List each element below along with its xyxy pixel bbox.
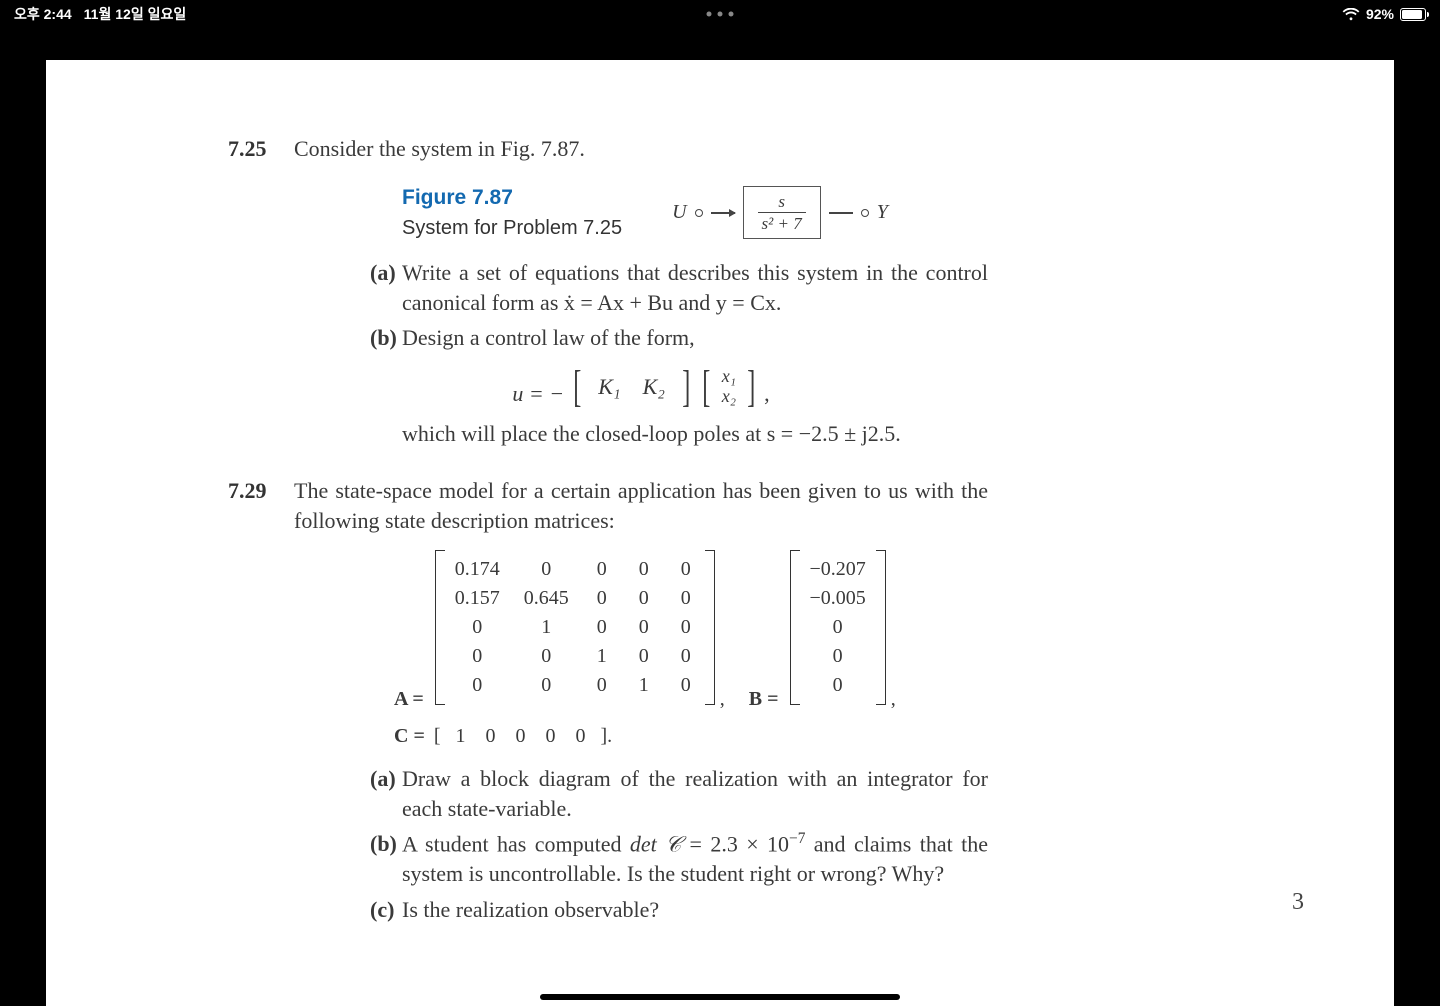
status-time: 오후 2:44	[14, 4, 72, 24]
matrix-cell: 0	[476, 725, 506, 747]
home-indicator[interactable]	[540, 994, 900, 1000]
matrix-cell: 1	[446, 725, 476, 747]
comma: ,	[891, 688, 896, 710]
matrix-cell: 0	[593, 672, 611, 699]
matrix-cell: −0.207	[810, 556, 866, 583]
matrix-cell: 0	[593, 585, 611, 612]
matrix-c: 10000	[446, 725, 596, 747]
matrix-cell: 0	[635, 556, 653, 583]
eq-tail: ,	[764, 381, 770, 406]
figure-7-87: Figure 7.87 System for Problem 7.25 U s …	[402, 184, 988, 242]
wifi-icon	[1342, 8, 1360, 21]
matrix-cell: 0	[677, 556, 695, 583]
matrix-c-label: C =	[394, 725, 425, 747]
matrix-cell: 0	[635, 585, 653, 612]
status-left: 오후 2:44 11월 12일 일요일	[14, 4, 186, 24]
tf-denominator: s² + 7	[758, 212, 806, 232]
control-law-equation: u = − [ K₁ K₂ ] [ x₁ x₂ ]	[294, 367, 988, 409]
part-c-label: (c)	[370, 895, 402, 925]
eq-lhs: u = −	[512, 381, 564, 406]
status-right: 92%	[1342, 6, 1426, 22]
matrix-cell: 0.157	[455, 585, 500, 612]
battery-icon	[1400, 8, 1426, 21]
problem-number: 7.29	[228, 476, 294, 930]
matrix-cell: 0	[810, 643, 866, 670]
problem-intro: The state-space model for a certain appl…	[294, 476, 988, 535]
matrices-row: A = 0.17400000.1570.64500001000001000001…	[394, 550, 988, 713]
problem-7-25: 7.25 Consider the system in Fig. 7.87. F…	[228, 134, 988, 448]
document-page[interactable]: 7.25 Consider the system in Fig. 7.87. F…	[46, 60, 1394, 1006]
part-a-text: Write a set of equations that describes …	[402, 258, 988, 317]
matrix-cell: 0	[455, 672, 500, 699]
part-a-label: (a)	[370, 764, 402, 823]
matrix-cell: 0	[810, 672, 866, 699]
block-diagram: U s s² + 7 Y	[672, 186, 888, 239]
status-bar: 오후 2:44 11월 12일 일요일 92%	[0, 0, 1440, 28]
matrix-cell: 0	[455, 643, 500, 670]
matrix-cell: 1	[593, 643, 611, 670]
matrix-cell: 0	[593, 614, 611, 641]
dot-icon	[729, 12, 734, 17]
matrix-b-label: B =	[749, 688, 779, 710]
matrix-cell: 0	[566, 725, 596, 747]
matrix-a-label: A =	[394, 688, 424, 710]
part-b-label: (b)	[370, 323, 402, 353]
part-b-text: Design a control law of the form,	[402, 323, 988, 353]
matrix-cell: 0	[506, 725, 536, 747]
matrix-cell: 0	[455, 614, 500, 641]
dot-icon	[718, 12, 723, 17]
eq-k1: K₁	[590, 372, 628, 402]
matrix-cell: −0.005	[810, 585, 866, 612]
matrix-cell: 0	[524, 672, 569, 699]
input-label: U	[672, 199, 686, 226]
figure-caption: System for Problem 7.25	[402, 215, 622, 242]
page-number: 3	[1292, 889, 1304, 916]
matrix-cell: 0	[677, 643, 695, 670]
part-c-text: Is the realization observable?	[402, 895, 988, 925]
matrix-cell: 0	[524, 643, 569, 670]
eq-k2: K₂	[635, 372, 673, 402]
matrix-cell: 0	[593, 556, 611, 583]
problem-7-29: 7.29 The state-space model for a certain…	[228, 476, 988, 930]
matrix-cell: 0	[536, 725, 566, 747]
input-node-icon	[695, 209, 703, 217]
eq-x1: x₁	[722, 367, 736, 387]
matrix-cell: 0	[635, 614, 653, 641]
figure-title: Figure 7.87	[402, 184, 622, 212]
part-a-label: (a)	[370, 258, 402, 317]
matrix-cell: 0	[677, 672, 695, 699]
transfer-function-block: s s² + 7	[743, 186, 821, 239]
matrix-cell: 0	[677, 614, 695, 641]
multitask-dots[interactable]	[707, 12, 734, 17]
matrix-cell: 0	[524, 556, 569, 583]
comma: ,	[720, 688, 725, 710]
dot-icon	[707, 12, 712, 17]
line-icon	[829, 212, 853, 213]
matrix-a: 0.17400000.1570.645000010000010000010	[445, 550, 705, 705]
output-label: Y	[877, 199, 888, 226]
matrix-b: −0.207−0.005000	[800, 550, 876, 705]
matrix-cell: 0.645	[524, 585, 569, 612]
battery-percent: 92%	[1366, 6, 1394, 22]
matrix-c-row: C = [ 10000 ].	[394, 723, 988, 750]
matrix-cell: 0.174	[455, 556, 500, 583]
matrix-cell: 1	[524, 614, 569, 641]
problem-intro: Consider the system in Fig. 7.87.	[294, 134, 988, 164]
problem-number: 7.25	[228, 134, 294, 448]
eq-x2: x₂	[722, 387, 736, 407]
status-date: 11월 12일 일요일	[84, 4, 187, 24]
output-node-icon	[861, 209, 869, 217]
page-content: 7.25 Consider the system in Fig. 7.87. F…	[228, 134, 988, 959]
part-b-text: A student has computed det 𝒞 = 2.3 × 10−…	[402, 829, 988, 889]
tf-numerator: s	[774, 193, 789, 212]
matrix-cell: 1	[635, 672, 653, 699]
part-b-label: (b)	[370, 829, 402, 889]
part-b-after: which will place the closed-loop poles a…	[402, 419, 988, 449]
matrix-cell: 0	[810, 614, 866, 641]
arrow-icon	[711, 212, 735, 213]
part-a-text: Draw a block diagram of the realization …	[402, 764, 988, 823]
matrix-cell: 0	[677, 585, 695, 612]
matrix-cell: 0	[635, 643, 653, 670]
matrix-c-end: ].	[601, 725, 613, 747]
